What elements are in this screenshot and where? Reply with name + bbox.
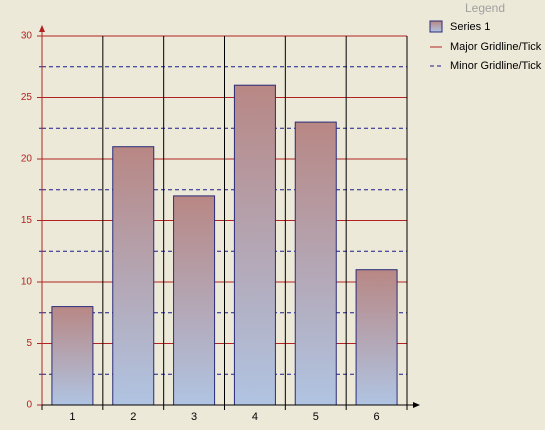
y-tick-label: 25 (21, 92, 33, 103)
bar (173, 195, 216, 406)
y-tick-label: 5 (26, 338, 32, 349)
x-tick-label: 6 (374, 411, 380, 423)
x-axis-arrow (413, 402, 420, 408)
x-tick-label: 5 (313, 411, 319, 423)
legend-label: Series 1 (450, 21, 490, 33)
x-tick-label: 3 (191, 411, 197, 423)
legend-label: Major Gridline/Tick (450, 41, 542, 53)
x-tick-label: 1 (69, 411, 75, 423)
y-tick-label: 30 (21, 31, 33, 42)
legend-title: Legend (465, 1, 505, 15)
y-tick-label: 0 (26, 400, 32, 411)
bar (233, 84, 276, 406)
y-tick-label: 20 (21, 154, 33, 165)
bar (51, 306, 94, 406)
bar (294, 121, 337, 406)
y-axis-arrow (39, 25, 45, 32)
y-tick-label: 10 (21, 277, 33, 288)
bar (355, 269, 398, 406)
x-tick-label: 2 (130, 411, 136, 423)
legend-swatch (429, 20, 443, 33)
y-tick-label: 15 (21, 215, 33, 226)
legend-label: Minor Gridline/Tick (450, 60, 542, 72)
bar (112, 146, 155, 406)
x-tick-label: 4 (252, 411, 258, 423)
